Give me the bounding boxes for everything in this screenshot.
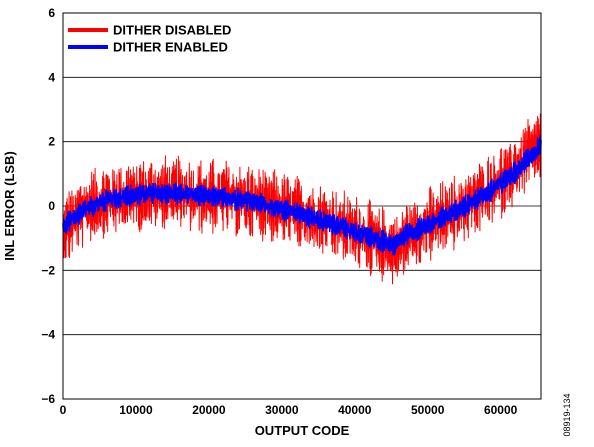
y-axis-ticks: −6 −4 −2 0 2 4 6 xyxy=(41,6,55,406)
figure-id: 08919-134 xyxy=(562,393,572,436)
y-tick-label: 4 xyxy=(48,70,55,84)
y-tick-label: −6 xyxy=(41,392,55,406)
series-layer xyxy=(62,113,542,285)
x-axis-title: OUTPUT CODE xyxy=(255,423,350,438)
x-tick-label: 60000 xyxy=(484,403,518,417)
x-tick-label: 30000 xyxy=(265,403,299,417)
y-tick-label: 0 xyxy=(48,199,55,213)
legend: DITHER DISABLED DITHER ENABLED xyxy=(68,23,231,55)
legend-label: DITHER ENABLED xyxy=(113,40,228,55)
x-tick-label: 10000 xyxy=(119,403,153,417)
x-axis-ticks: 0 10000 20000 30000 40000 50000 60000 xyxy=(60,403,518,417)
plot-frame xyxy=(62,12,542,400)
legend-label: DITHER DISABLED xyxy=(113,23,231,38)
x-tick-label: 50000 xyxy=(411,403,445,417)
y-axis-title: INL ERROR (LSB) xyxy=(2,151,17,261)
y-tick-label: 2 xyxy=(48,135,55,149)
x-tick-label: 0 xyxy=(60,403,67,417)
y-tick-label: −4 xyxy=(41,328,55,342)
y-tick-label: 6 xyxy=(48,6,55,20)
x-tick-label: 40000 xyxy=(338,403,372,417)
series-line-dither-enabled xyxy=(62,134,542,256)
y-tick-label: −2 xyxy=(41,263,55,277)
x-tick-label: 20000 xyxy=(192,403,226,417)
